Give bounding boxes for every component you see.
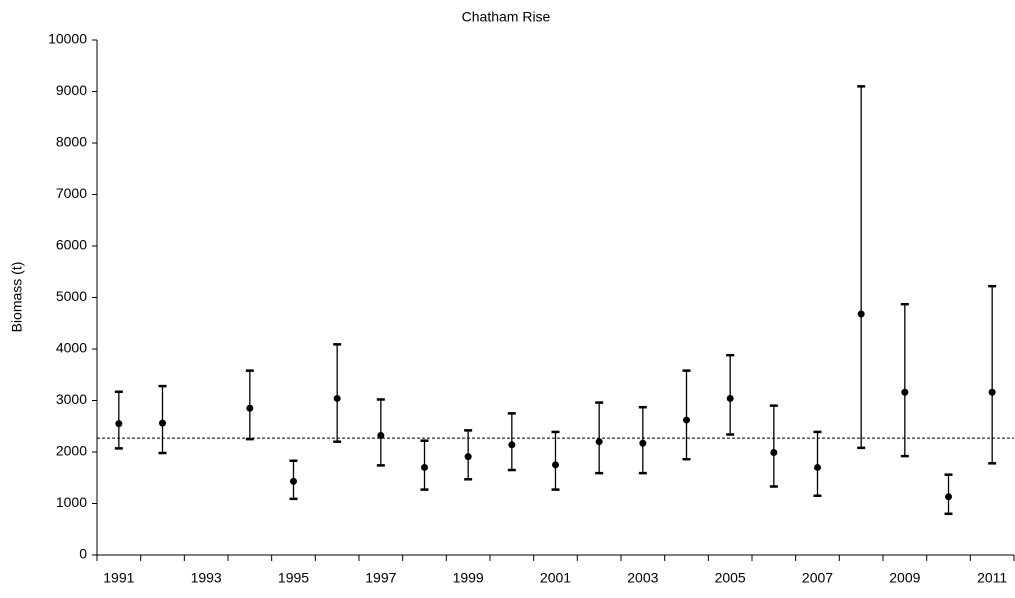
x-tick-label: 2001 [540, 570, 571, 586]
y-tick-label: 6000 [56, 237, 87, 253]
point [639, 439, 647, 447]
point [595, 438, 603, 446]
x-tick-label: 2005 [715, 570, 746, 586]
x-tick-label: 1997 [365, 570, 396, 586]
chart-title: Chatham Rise [462, 9, 551, 25]
y-tick-label: 2000 [56, 443, 87, 459]
x-tick-label: 2007 [802, 570, 833, 586]
x-tick-label: 2003 [627, 570, 658, 586]
point [246, 404, 254, 412]
y-tick-label: 8000 [56, 134, 87, 150]
x-tick-label: 1999 [453, 570, 484, 586]
point [377, 432, 385, 440]
y-axis-label: Biomass (t) [9, 262, 25, 333]
point [726, 394, 734, 402]
x-tick-label: 1993 [191, 570, 222, 586]
point [333, 394, 341, 402]
point [159, 419, 166, 427]
x-tick-label: 2009 [889, 570, 920, 586]
point [770, 449, 778, 457]
x-tick-label: 1991 [103, 570, 134, 586]
y-tick-label: 1000 [56, 494, 87, 510]
point [988, 388, 996, 396]
y-tick-label: 7000 [56, 185, 87, 201]
y-tick-label: 10000 [48, 31, 87, 47]
point [814, 463, 821, 471]
y-tick-label: 0 [79, 546, 87, 562]
point [552, 461, 559, 469]
point [857, 310, 865, 318]
point [115, 420, 123, 428]
x-tick-label: 2011 [977, 570, 1007, 586]
point [464, 453, 472, 461]
point [945, 493, 952, 501]
y-tick-label: 4000 [56, 340, 87, 356]
point [508, 441, 516, 449]
point [290, 477, 297, 485]
y-tick-label: 9000 [56, 82, 87, 98]
y-tick-label: 5000 [56, 288, 87, 304]
point [901, 388, 909, 396]
point [421, 463, 428, 471]
point [683, 416, 690, 424]
x-tick-label: 1995 [278, 570, 309, 586]
y-tick-label: 3000 [56, 391, 87, 407]
